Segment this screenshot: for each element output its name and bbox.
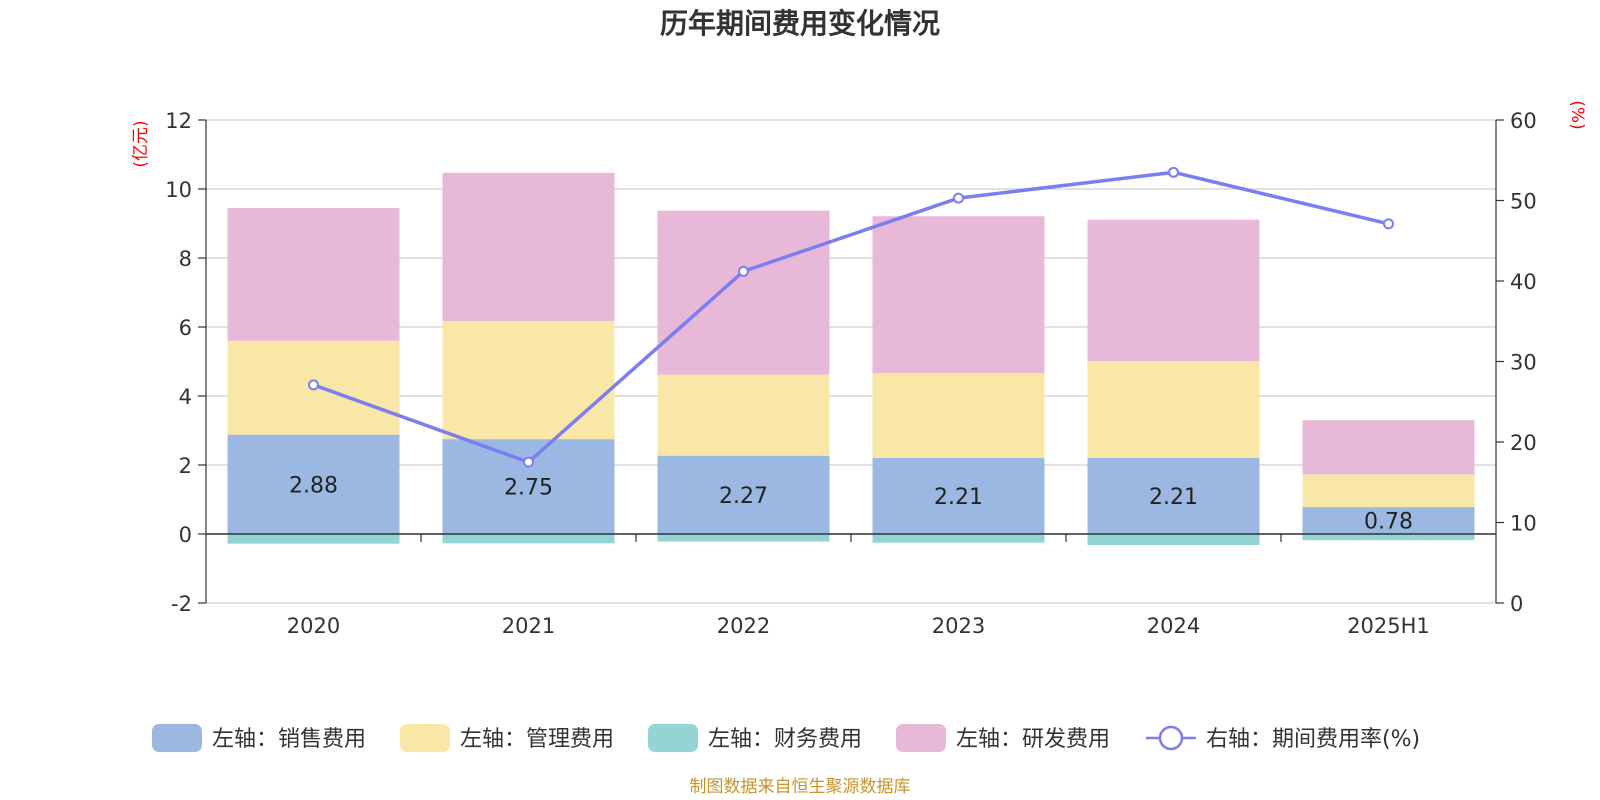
legend-label[interactable]: 左轴：财务费用 [708, 727, 862, 752]
bar-segment [657, 374, 830, 456]
left-axis-unit: (亿元) [131, 120, 151, 167]
left-tick-label: -2 [171, 592, 192, 616]
bars [227, 172, 1475, 546]
left-tick-label: 12 [165, 109, 192, 133]
bar-segment [442, 172, 615, 322]
bar-segment [227, 207, 400, 341]
rate-line [308, 166, 1394, 468]
left-tick-label: 8 [179, 247, 192, 271]
data-label: 2.21 [934, 485, 983, 510]
left-tick-label: 10 [165, 178, 192, 202]
rate-point [523, 456, 534, 468]
bar-segment [1087, 534, 1260, 546]
bar-segment [1087, 361, 1260, 458]
bar-segment [872, 534, 1045, 543]
legend-swatch[interactable] [152, 724, 202, 752]
legend-marker[interactable] [1158, 725, 1184, 751]
right-tick-label: 60 [1510, 109, 1537, 133]
bar-segment [1302, 420, 1475, 475]
rate-point [308, 379, 319, 391]
data-labels: 2.88 2.75 2.27 2.21 2.21 0.78 [289, 473, 1413, 534]
chart-title: 历年期间费用变化情况 [660, 7, 940, 40]
legend-label[interactable]: 左轴：销售费用 [212, 727, 366, 752]
bar-segment [1302, 507, 1475, 534]
rate-point [1168, 166, 1179, 178]
bar-segment [657, 534, 830, 542]
legend-swatch[interactable] [400, 724, 450, 752]
legend-label[interactable]: 左轴：管理费用 [460, 727, 614, 752]
right-axis-unit: (%) [1567, 100, 1587, 129]
right-tick-label: 50 [1510, 190, 1537, 214]
left-tick-label: 2 [179, 454, 192, 478]
bar-segment [442, 321, 615, 440]
category-label: 2023 [932, 614, 985, 638]
data-label: 2.21 [1149, 485, 1198, 510]
rate-point [953, 192, 964, 204]
bar-segment [1087, 219, 1260, 362]
data-label: 2.75 [504, 476, 553, 501]
right-tick-label: 40 [1510, 270, 1537, 294]
bar-segment [1087, 457, 1260, 534]
bar-segment [227, 534, 400, 544]
bar-segment [872, 457, 1045, 534]
left-tick-label: 6 [179, 316, 192, 340]
bar-segment [442, 534, 615, 544]
category-label: 2024 [1147, 614, 1200, 638]
bar-segment [872, 373, 1045, 458]
legend-swatch[interactable] [648, 724, 698, 752]
data-label: 2.27 [719, 484, 768, 509]
rate-line-path [312, 170, 1389, 465]
category-label: 2022 [717, 614, 770, 638]
bar-segment [227, 434, 400, 534]
bar-segment [657, 210, 830, 375]
source-note: 制图数据来自恒生聚源数据库 [690, 777, 911, 797]
data-label: 0.78 [1364, 510, 1413, 535]
data-label: 2.88 [289, 473, 338, 498]
left-tick-label: 4 [179, 385, 192, 409]
rate-point [1383, 218, 1394, 230]
legend-label[interactable]: 左轴：研发费用 [956, 727, 1110, 752]
bar-segment [442, 439, 615, 534]
right-tick-label: 10 [1510, 512, 1537, 536]
legend-swatch[interactable] [896, 724, 946, 752]
right-tick-label: 0 [1510, 592, 1523, 616]
left-tick-label: 0 [179, 523, 192, 547]
bar-segment [872, 216, 1045, 374]
axes: -2 0 2 4 6 8 10 12 0 10 20 30 40 50 60 2020 2021 2022 2023… [165, 109, 1536, 638]
right-tick-label: 20 [1510, 431, 1537, 455]
legend-label[interactable]: 右轴：期间费用率(%) [1206, 727, 1420, 752]
category-label: 2025H1 [1347, 614, 1430, 638]
category-label: 2021 [502, 614, 555, 638]
bar-segment [1302, 534, 1475, 541]
right-tick-label: 30 [1510, 351, 1537, 375]
category-label: 2020 [287, 614, 340, 638]
bar-segment [1302, 474, 1475, 508]
rate-point [738, 265, 749, 277]
legend[interactable]: 左轴：销售费用 左轴：管理费用 左轴：财务费用 左轴：研发费用 右轴：期间费用率(%) [152, 724, 1420, 752]
bar-segment [657, 455, 830, 534]
